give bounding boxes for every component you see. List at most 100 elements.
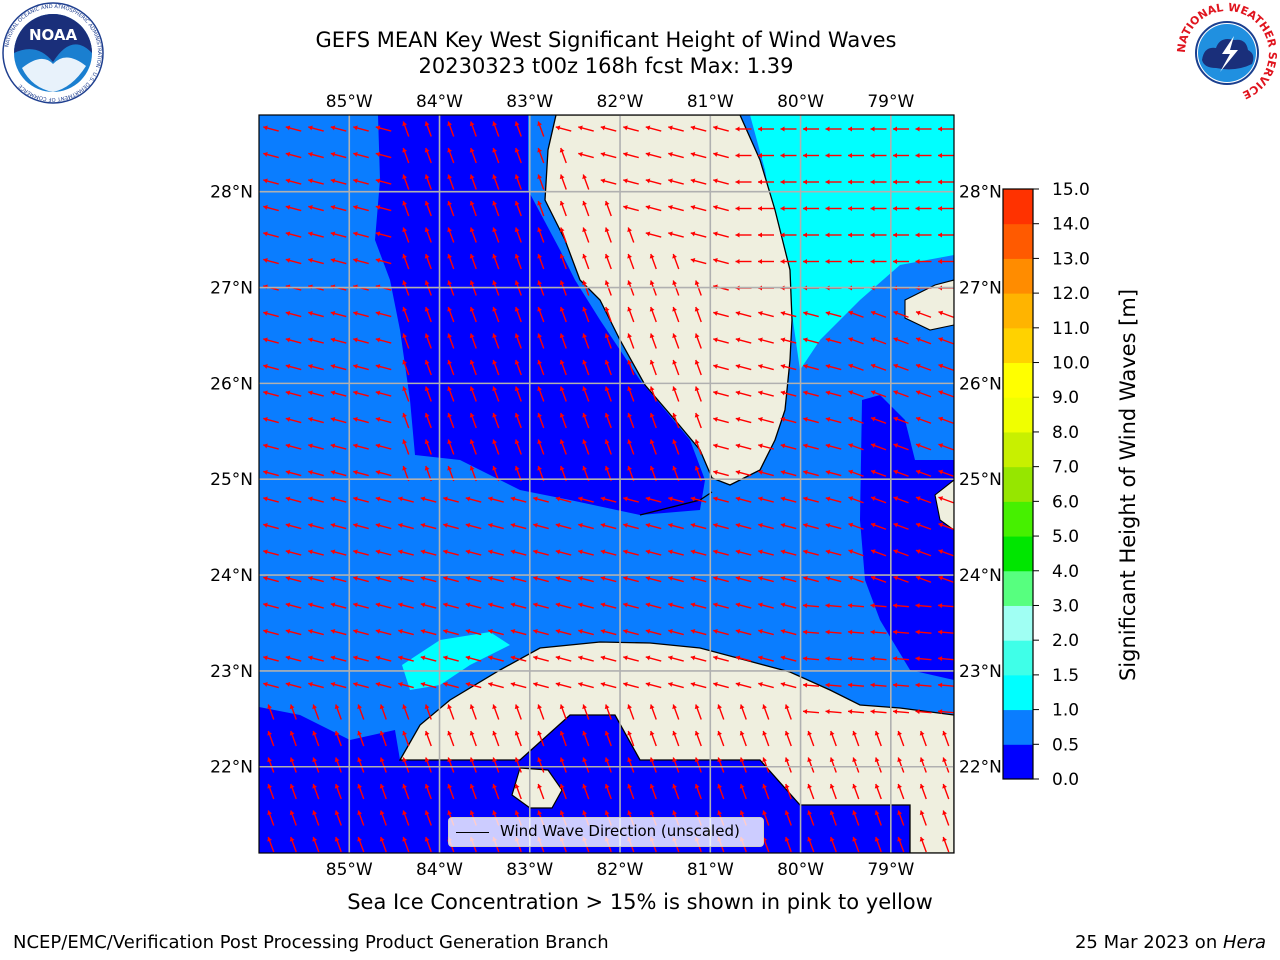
wave-arrow <box>802 682 820 688</box>
wave-arrow <box>780 153 797 158</box>
wave-arrow <box>285 655 302 662</box>
wave-arrow <box>289 836 297 853</box>
wave-arrow <box>375 443 392 450</box>
wave-arrow <box>713 602 729 609</box>
colorbar-segment <box>1003 501 1033 537</box>
wave-arrow <box>870 469 887 477</box>
wave-arrow <box>420 602 437 609</box>
wave-arrow <box>668 523 684 530</box>
lon-tick-bottom: 79°W <box>867 860 914 880</box>
wave-arrow <box>758 364 774 371</box>
colorbar-segment <box>1003 362 1033 398</box>
wave-arrow <box>893 206 909 211</box>
wave-arrow <box>465 602 482 609</box>
wave-arrow <box>829 783 837 800</box>
wave-arrow <box>649 359 657 376</box>
wave-arrow <box>559 200 567 217</box>
legend: Wind Wave Direction (unscaled) <box>448 817 764 847</box>
wave-arrow <box>443 576 459 583</box>
colorbar-segment <box>1003 189 1033 225</box>
wave-arrow <box>308 337 324 344</box>
wave-arrow <box>717 704 725 720</box>
wave-arrow <box>353 364 369 371</box>
wave-arrow <box>267 783 275 800</box>
lat-tick-left: 28°N <box>210 183 253 203</box>
wave-arrow <box>308 205 324 212</box>
wave-arrow <box>357 810 365 826</box>
wave-arrow <box>514 386 522 402</box>
wave-arrow <box>510 496 527 503</box>
wave-arrow <box>469 147 477 164</box>
wave-arrow <box>263 655 279 662</box>
wave-arrow <box>915 310 932 318</box>
wave-arrow <box>604 200 612 217</box>
wave-arrow <box>623 125 639 132</box>
wave-arrow <box>492 306 500 323</box>
wave-arrow <box>735 496 752 503</box>
wave-arrow <box>447 174 455 190</box>
wave-arrow <box>443 549 459 556</box>
wave-arrow <box>555 682 572 689</box>
wave-arrow <box>735 179 752 185</box>
wave-arrow <box>735 126 752 132</box>
wave-arrow <box>874 757 882 773</box>
wave-arrow <box>870 206 887 211</box>
wave-arrow <box>582 333 590 349</box>
wave-arrow <box>825 390 842 397</box>
wave-arrow <box>604 306 612 323</box>
wave-arrow <box>735 602 752 609</box>
wave-arrow <box>285 258 302 265</box>
wave-arrow <box>604 757 612 773</box>
wave-arrow <box>919 757 927 773</box>
wave-arrow <box>848 179 864 185</box>
wave-arrow <box>735 153 752 158</box>
wave-arrow <box>690 496 707 503</box>
wave-arrow <box>510 682 527 689</box>
wave-arrow <box>870 179 887 185</box>
wave-arrow <box>469 253 477 270</box>
lat-tick-right: 24°N <box>959 566 1002 586</box>
wave-arrow <box>807 730 815 747</box>
wave-arrow <box>424 783 432 800</box>
wave-arrow <box>492 333 500 349</box>
wave-arrow <box>848 363 864 371</box>
wave-arrow <box>492 704 500 720</box>
wave-arrow <box>694 412 702 429</box>
wave-arrow <box>645 629 662 636</box>
wave-arrow <box>915 549 932 557</box>
wave-arrow <box>847 656 865 662</box>
wave-arrow <box>690 152 707 159</box>
map-frame <box>258 114 955 854</box>
wave-arrow <box>353 231 369 238</box>
wave-arrow <box>780 602 797 609</box>
wave-arrow <box>672 704 680 720</box>
wave-arrow <box>353 205 369 212</box>
wave-arrow <box>488 496 504 503</box>
wave-arrow <box>893 522 909 530</box>
wave-arrow <box>919 836 927 853</box>
wave-arrow <box>533 682 549 689</box>
wave-arrow <box>758 311 774 318</box>
wave-arrow <box>578 523 594 530</box>
colorbar-segment <box>1003 258 1033 294</box>
wave-arrow <box>784 783 792 800</box>
wave-arrow <box>690 523 707 530</box>
wave-arrow <box>893 126 909 132</box>
wave-arrow <box>758 549 774 556</box>
wave-arrow <box>803 443 819 450</box>
wave-arrow <box>424 200 432 217</box>
wave-arrow <box>870 363 887 371</box>
wave-arrow <box>803 206 819 211</box>
wave-arrow <box>758 259 774 264</box>
wave-arrow <box>848 206 864 211</box>
wave-arrow <box>379 783 387 800</box>
wave-arrow <box>537 174 545 190</box>
wave-arrow <box>762 704 770 720</box>
wave-arrow <box>803 496 819 503</box>
wave-arrow <box>353 470 369 477</box>
wave-arrow <box>739 704 747 720</box>
wave-arrow <box>308 629 324 636</box>
wave-arrow <box>852 810 860 826</box>
wave-arrow <box>330 205 347 212</box>
wave-arrow <box>465 682 482 689</box>
